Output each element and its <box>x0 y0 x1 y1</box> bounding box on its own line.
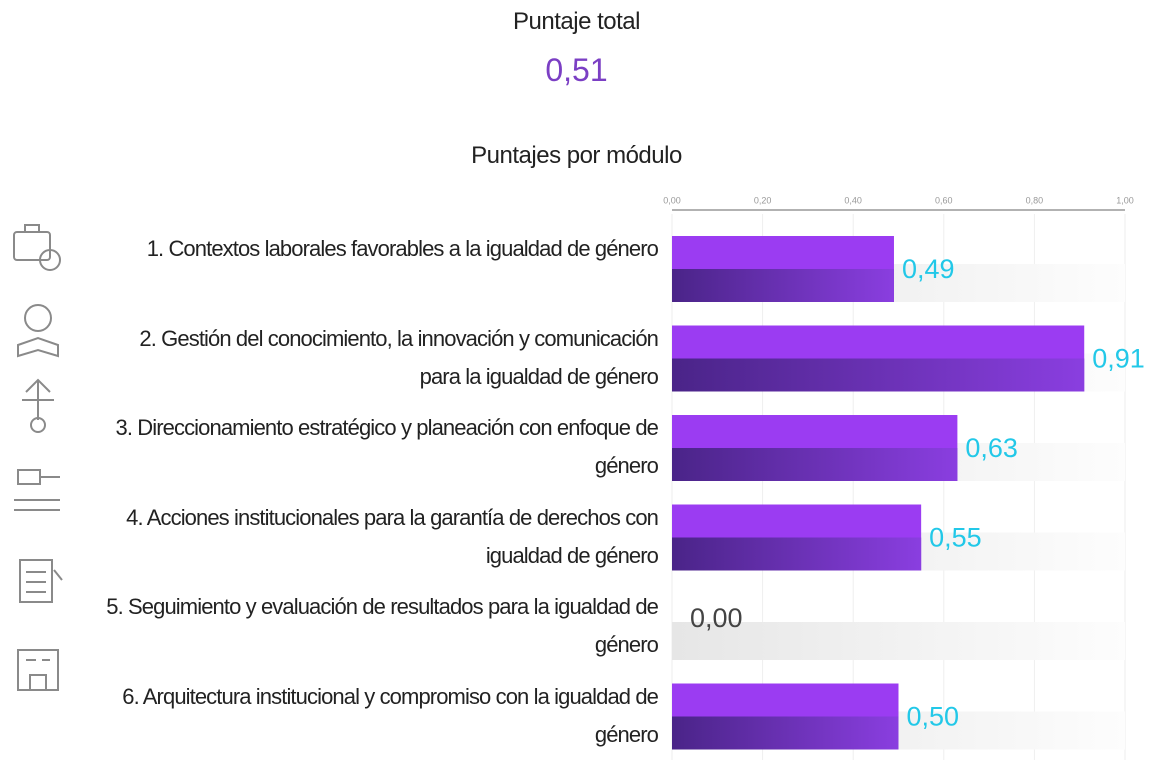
total-value: 0,51 <box>545 52 608 88</box>
bar-background <box>672 622 1125 660</box>
value-label: 0,00 <box>690 603 743 633</box>
value-label: 0,91 <box>1092 344 1145 374</box>
icons <box>13 224 63 691</box>
icon-gavel <box>14 469 60 511</box>
bar-shade <box>672 716 899 750</box>
value-label: 0,63 <box>965 433 1018 463</box>
category-label: 4. Acciones institucionales para la gara… <box>126 504 659 568</box>
total-label: Puntaje total <box>513 8 640 35</box>
x-tick-label: 0,40 <box>844 195 862 205</box>
x-tick-label: 1,00 <box>1116 195 1134 205</box>
chart-title: Puntajes por módulo <box>471 142 682 169</box>
category-label: 2. Gestión del conocimiento, la innovaci… <box>139 325 658 389</box>
category-label: 1. Contextos laborales favorables a la i… <box>146 236 659 261</box>
category-label: 5. Seguimiento y evaluación de resultado… <box>106 594 659 657</box>
value-label: 0,50 <box>907 702 960 732</box>
bar-shade <box>672 448 958 481</box>
category-label: 3. Direccionamiento estratégico y planea… <box>115 415 658 478</box>
bar-shade <box>672 537 922 571</box>
value-label: 0,49 <box>902 254 955 284</box>
x-tick-label: 0,00 <box>663 195 681 205</box>
bar-shade <box>672 358 1085 392</box>
x-tick-label: 0,60 <box>935 195 953 205</box>
icon-checklist <box>19 559 63 603</box>
x-tick-label: 0,20 <box>754 195 772 205</box>
x-tick-label: 0,80 <box>1026 195 1044 205</box>
icon-arrows <box>22 378 54 433</box>
bar-shade <box>672 269 894 302</box>
value-label: 0,55 <box>929 523 982 553</box>
icon-book <box>17 304 59 358</box>
category-label: 6. Arquitectura institucional y compromi… <box>122 683 659 747</box>
icon-building <box>17 649 59 691</box>
icon-briefcase <box>13 224 61 271</box>
